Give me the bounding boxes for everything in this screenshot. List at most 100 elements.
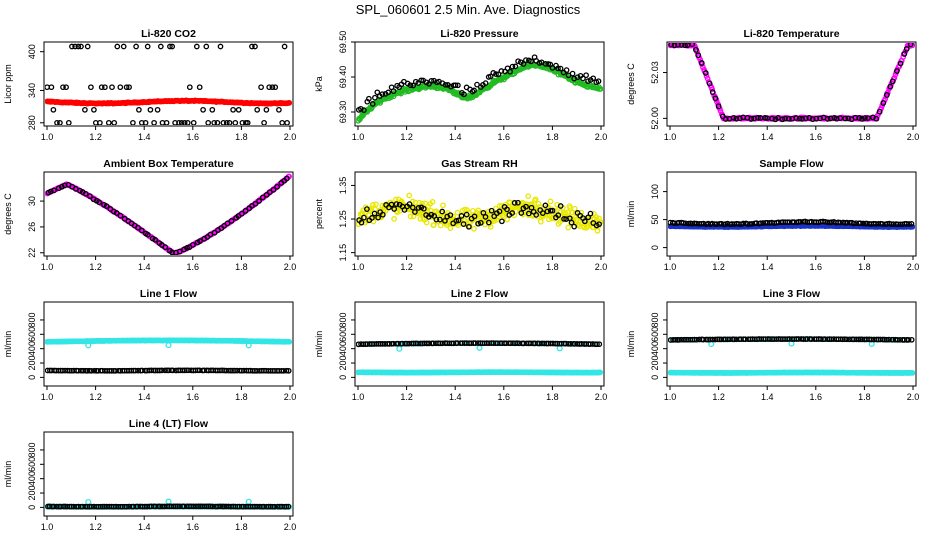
data-point [258,84,264,91]
data-point [420,211,427,218]
data-point [730,114,737,121]
data-point [542,202,549,209]
y-axis-label: ml/min [626,201,636,228]
y-axis-label: ml/min [3,461,13,488]
data-point [280,367,287,374]
x-tick-label: 1.0 [664,392,677,402]
data-point [818,336,824,342]
data-point [114,43,121,50]
y-tick-label: 0 [338,375,348,380]
data-point [453,218,460,224]
data-point [596,221,602,228]
data-point [364,206,370,212]
data-point [908,336,915,343]
data-point [132,367,139,374]
panel-title: Gas Stream RH [441,158,517,170]
data-point [136,106,142,113]
x-tick-label: 1.0 [41,132,54,142]
data-point [528,204,535,211]
data-point [211,229,218,236]
data-point [91,367,98,374]
data-point [123,503,130,510]
y-tick-label: 22 [27,248,37,258]
data-point [504,216,510,223]
data-point [563,67,570,73]
data-point [485,219,492,226]
data-point [224,220,231,227]
data-point [169,43,176,50]
data-point [126,84,132,91]
data-point [391,206,398,212]
panel-pressure: Li-820 Pressure kPa 1.0 1.2 1.4 1.6 1.8 2.0 69.3… [314,28,607,142]
data-point [217,43,224,50]
data-point-spike [85,498,92,506]
data-point [471,87,477,94]
data-point [82,106,88,113]
data-point [181,367,188,374]
data-point [675,43,681,48]
data-point [480,209,487,216]
x-tick-label: 1.8 [858,132,871,142]
data-point [884,92,890,98]
series-CO2-samples [45,97,292,107]
data-point [159,503,165,510]
data-point [151,119,157,125]
data-point [887,83,894,90]
data-point [65,119,72,125]
data-point [407,82,414,89]
y-tick-label: 1.35 [338,177,348,195]
data-point [587,210,594,217]
panel-rh: Gas Stream RH percent 1.0 1.2 1.4 1.6 1.8 2.0 1.… [314,158,607,272]
series-CO2-lines [45,43,290,125]
data-point [731,336,738,343]
data-point [394,209,401,216]
x-tick-label: 1.6 [498,392,511,402]
data-point [379,211,386,218]
plot-frame [43,301,294,387]
data-point [50,106,57,113]
data-point [442,81,449,88]
data-point [528,58,534,65]
data-point [231,367,238,374]
data-point [270,186,277,193]
data-point-spike [165,342,172,349]
x-tick-label: 1.4 [761,132,774,142]
data-point [374,89,381,96]
data-point [523,57,529,63]
points-layer [668,218,915,231]
data-point [98,84,105,91]
data-point [512,63,519,70]
data-point [547,198,554,205]
data-point [693,47,699,53]
data-point [706,80,713,87]
data-point [269,84,276,91]
y-tick-label: 200 [27,486,37,501]
data-point [482,80,489,86]
data-point [565,224,572,231]
data-point [496,208,503,215]
data-point [452,82,459,89]
data-point [671,43,678,49]
series-rh-yellow [356,192,603,234]
data-point [142,119,149,125]
plot-frame [43,431,294,517]
data-point [111,119,118,125]
x-tick-label: 1.6 [187,132,200,142]
data-point [412,209,418,215]
data-point [883,336,890,343]
data-point [837,219,843,226]
data-point [88,503,95,510]
x-tick-label: 1.2 [89,262,102,272]
data-point-spike [396,345,403,352]
data-point [860,220,867,227]
panel-temp: Li-820 Temperature degrees C 1.0 1.2 1.4 1.6 1… [626,28,919,142]
data-point [382,207,389,214]
data-point [285,503,292,510]
x-tick-label: 1.0 [41,522,54,532]
data-point [515,58,521,65]
panel-title: Sample Flow [759,158,824,170]
x-tick-label: 1.0 [352,262,365,272]
x-tick-label: 1.4 [761,392,774,402]
data-point [232,119,239,125]
data-point [809,116,816,123]
